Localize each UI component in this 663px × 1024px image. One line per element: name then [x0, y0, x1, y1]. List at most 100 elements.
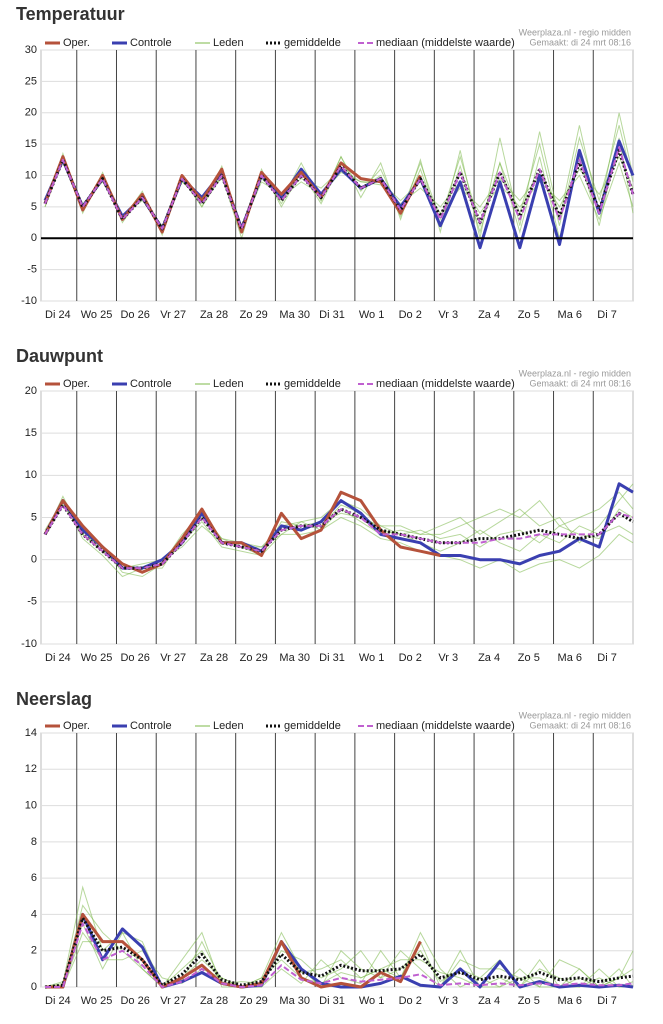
legend-label: Leden — [213, 37, 244, 49]
y-tick-label: 15 — [25, 427, 37, 439]
y-tick-label: 15 — [25, 138, 37, 150]
y-tick-label: 0 — [31, 554, 37, 566]
legend-label: Oper. — [63, 37, 90, 49]
created-label: Gemaakt: di 24 mrt 08:16 — [529, 378, 631, 388]
legend-label: mediaan (middelste waarde) — [376, 37, 515, 49]
x-tick-label: Wo 25 — [81, 995, 113, 1007]
x-tick-label: Di 7 — [597, 309, 617, 321]
chart-title: Dauwpunt — [16, 346, 103, 366]
source-label: Weerplaza.nl - regio midden — [519, 27, 631, 37]
y-tick-label: 0 — [31, 232, 37, 244]
x-tick-label: Za 4 — [478, 652, 500, 664]
y-tick-label: 5 — [31, 201, 37, 213]
x-tick-label: Wo 1 — [359, 652, 384, 664]
x-tick-label: Wo 1 — [359, 309, 384, 321]
x-tick-label: Vr 27 — [160, 995, 186, 1007]
created-label: Gemaakt: di 24 mrt 08:16 — [529, 720, 631, 730]
series-line — [43, 482, 634, 570]
y-tick-label: 10 — [25, 169, 37, 181]
x-tick-label: Vr 3 — [438, 995, 458, 1007]
created-label: Gemaakt: di 24 mrt 08:16 — [529, 37, 631, 47]
x-tick-label: Vr 3 — [438, 309, 458, 321]
x-tick-label: Za 28 — [200, 995, 228, 1007]
x-tick-label: Di 31 — [319, 309, 345, 321]
x-tick-label: Wo 1 — [359, 995, 384, 1007]
y-tick-label: 14 — [25, 727, 37, 739]
series-line — [43, 490, 441, 574]
y-tick-label: 20 — [25, 107, 37, 119]
x-tick-label: Zo 5 — [518, 309, 540, 321]
series-line — [44, 146, 634, 230]
legend-label: Controle — [130, 378, 172, 390]
legend-label: Oper. — [63, 378, 90, 390]
x-tick-label: Do 2 — [399, 652, 422, 664]
x-tick-label: Ma 30 — [279, 309, 310, 321]
x-tick-label: Ma 6 — [558, 995, 582, 1007]
legend-label: mediaan (middelste waarde) — [376, 378, 515, 390]
legend-label: gemiddelde — [284, 378, 341, 390]
legend-label: gemiddelde — [284, 37, 341, 49]
y-tick-label: 12 — [25, 763, 37, 775]
y-tick-label: -5 — [27, 264, 37, 276]
legend-label: gemiddelde — [284, 720, 341, 732]
y-tick-label: 4 — [31, 908, 37, 920]
chart-title: Neerslag — [16, 689, 92, 709]
x-tick-label: Zo 29 — [240, 652, 268, 664]
x-tick-label: Di 24 — [45, 995, 71, 1007]
x-tick-label: Di 24 — [45, 652, 71, 664]
member-line — [45, 931, 634, 988]
chart-title: Temperatuur — [16, 4, 125, 24]
legend-label: Controle — [130, 37, 172, 49]
x-tick-label: Di 31 — [319, 652, 345, 664]
x-tick-label: Ma 6 — [558, 652, 582, 664]
x-tick-label: Ma 30 — [279, 995, 310, 1007]
source-label: Weerplaza.nl - regio midden — [519, 710, 631, 720]
series-line — [45, 922, 634, 988]
y-tick-label: 25 — [25, 75, 37, 87]
y-tick-label: 8 — [31, 836, 37, 848]
legend-box — [42, 719, 520, 732]
legend-box — [42, 377, 520, 390]
x-tick-label: Do 2 — [399, 995, 422, 1007]
y-tick-label: 5 — [31, 511, 37, 523]
y-tick-label: 0 — [31, 981, 37, 993]
x-tick-label: Ma 6 — [558, 309, 582, 321]
x-tick-label: Zo 29 — [240, 995, 268, 1007]
x-tick-label: Ma 30 — [279, 652, 310, 664]
x-tick-label: Di 7 — [597, 652, 617, 664]
x-tick-label: Do 26 — [120, 309, 149, 321]
legend-box — [42, 36, 520, 49]
legend-label: Leden — [213, 720, 244, 732]
series-line — [44, 503, 634, 570]
x-tick-label: Zo 5 — [518, 652, 540, 664]
legend-label: Oper. — [63, 720, 90, 732]
x-tick-label: Di 31 — [319, 995, 345, 1007]
x-tick-label: Do 26 — [120, 995, 149, 1007]
x-tick-label: Di 7 — [597, 995, 617, 1007]
legend-label: mediaan (middelste waarde) — [376, 720, 515, 732]
member-line — [44, 904, 634, 988]
series-line — [44, 916, 634, 989]
x-tick-label: Vr 3 — [438, 652, 458, 664]
x-tick-label: Zo 5 — [518, 995, 540, 1007]
y-tick-label: 30 — [25, 44, 37, 56]
y-tick-label: 10 — [25, 799, 37, 811]
x-tick-label: Za 28 — [200, 652, 228, 664]
y-tick-label: 10 — [25, 469, 37, 481]
y-tick-label: -10 — [21, 638, 37, 650]
x-tick-label: Wo 25 — [81, 309, 113, 321]
y-tick-label: 6 — [31, 872, 37, 884]
x-tick-label: Za 28 — [200, 309, 228, 321]
y-tick-label: -10 — [21, 295, 37, 307]
x-tick-label: Do 2 — [399, 309, 422, 321]
member-line — [44, 161, 634, 227]
x-tick-label: Do 26 — [120, 652, 149, 664]
x-tick-label: Vr 27 — [160, 309, 186, 321]
x-tick-label: Za 4 — [478, 309, 500, 321]
y-tick-label: 2 — [31, 945, 37, 957]
source-label: Weerplaza.nl - regio midden — [519, 368, 631, 378]
x-tick-label: Wo 25 — [81, 652, 113, 664]
x-tick-label: Zo 29 — [240, 309, 268, 321]
legend-label: Controle — [130, 720, 172, 732]
